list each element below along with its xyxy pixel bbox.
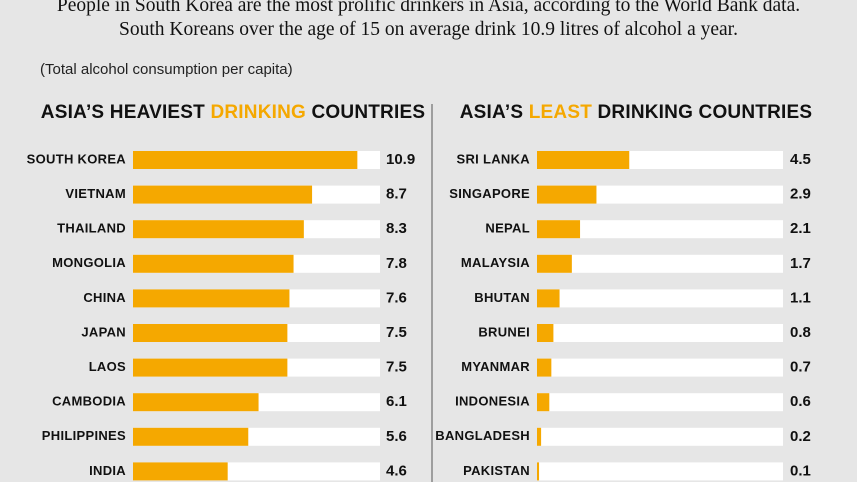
- value-label: 5.6: [386, 428, 407, 445]
- value-label: 4.5: [790, 151, 811, 168]
- category-label: NEPAL: [485, 221, 530, 236]
- value-label: 8.7: [386, 186, 407, 203]
- value-label: 8.3: [386, 220, 407, 237]
- category-label: CHINA: [83, 290, 126, 305]
- bar: [133, 427, 249, 446]
- note: (Total alcohol consumption per capita): [40, 61, 293, 78]
- value-label: 0.2: [790, 428, 811, 445]
- category-label: SOUTH KOREA: [27, 151, 127, 166]
- value-label: 6.1: [386, 393, 407, 410]
- category-label: MALAYSIA: [461, 255, 530, 270]
- bar: [133, 393, 259, 412]
- title-part: DRINKING: [210, 102, 306, 123]
- value-label: 0.7: [790, 359, 811, 376]
- category-label: BRUNEI: [478, 324, 530, 339]
- value-label: 7.8: [386, 255, 407, 272]
- category-label: BANGLADESH: [435, 428, 530, 443]
- category-label: SRI LANKA: [457, 151, 531, 166]
- bar: [133, 151, 358, 169]
- value-label: 0.6: [790, 393, 811, 410]
- bar: [537, 151, 630, 169]
- category-label: BHUTAN: [474, 290, 530, 305]
- bar: [133, 289, 290, 308]
- value-label: 10.9: [386, 151, 415, 168]
- bar-track: [537, 185, 783, 204]
- bar: [537, 220, 581, 239]
- value-label: 7.5: [386, 324, 407, 341]
- category-label: INDIA: [89, 463, 126, 478]
- bar-track: [537, 393, 783, 412]
- bar-track: [537, 289, 783, 308]
- bar: [537, 462, 540, 481]
- bar: [133, 462, 228, 481]
- category-label: PAKISTAN: [463, 463, 530, 478]
- bar: [133, 358, 288, 377]
- chart-title: ASIA’S LEAST DRINKING COUNTRIES: [460, 102, 812, 123]
- value-label: 0.1: [790, 462, 811, 479]
- intro-text: People in South Korea are the most proli…: [56, 0, 801, 40]
- category-label: MYANMAR: [461, 359, 530, 374]
- bar: [537, 427, 542, 446]
- title-part: COUNTRIES: [306, 102, 425, 123]
- bar: [537, 324, 554, 342]
- title-part: LEAST: [529, 102, 592, 123]
- value-label: 7.5: [386, 359, 407, 376]
- bar: [537, 393, 550, 412]
- title-part: ASIA’S HEAVIEST: [41, 102, 211, 123]
- bar-track: [537, 324, 783, 342]
- bar: [537, 358, 552, 377]
- bar: [537, 185, 597, 204]
- bar-track: [537, 358, 783, 377]
- category-label: SINGAPORE: [449, 186, 530, 201]
- bar-track: [537, 254, 783, 273]
- bar-track: [537, 462, 783, 481]
- value-label: 2.1: [790, 220, 811, 237]
- bar: [133, 220, 304, 239]
- bar-track: [537, 220, 783, 239]
- category-label: PHILIPPINES: [42, 428, 126, 443]
- value-label: 2.9: [790, 186, 811, 203]
- bar: [133, 185, 313, 204]
- bar: [133, 254, 294, 273]
- title-part: ASIA’S: [460, 102, 529, 123]
- bar: [537, 289, 560, 308]
- value-label: 7.6: [386, 289, 407, 306]
- bar-track: [537, 427, 783, 446]
- value-label: 4.6: [386, 462, 407, 479]
- category-label: CAMBODIA: [52, 394, 126, 409]
- category-label: LAOS: [89, 359, 126, 374]
- category-label: JAPAN: [81, 324, 126, 339]
- category-label: INDONESIA: [455, 394, 530, 409]
- chart-title: ASIA’S HEAVIEST DRINKING COUNTRIES: [41, 102, 425, 123]
- category-label: THAILAND: [57, 221, 126, 236]
- bar: [537, 254, 572, 273]
- value-label: 1.1: [790, 289, 811, 306]
- category-label: VIETNAM: [65, 186, 126, 201]
- title-part: DRINKING COUNTRIES: [592, 102, 812, 123]
- bar: [133, 324, 288, 342]
- value-label: 0.8: [790, 324, 811, 341]
- value-label: 1.7: [790, 255, 811, 272]
- category-label: MONGOLIA: [52, 255, 126, 270]
